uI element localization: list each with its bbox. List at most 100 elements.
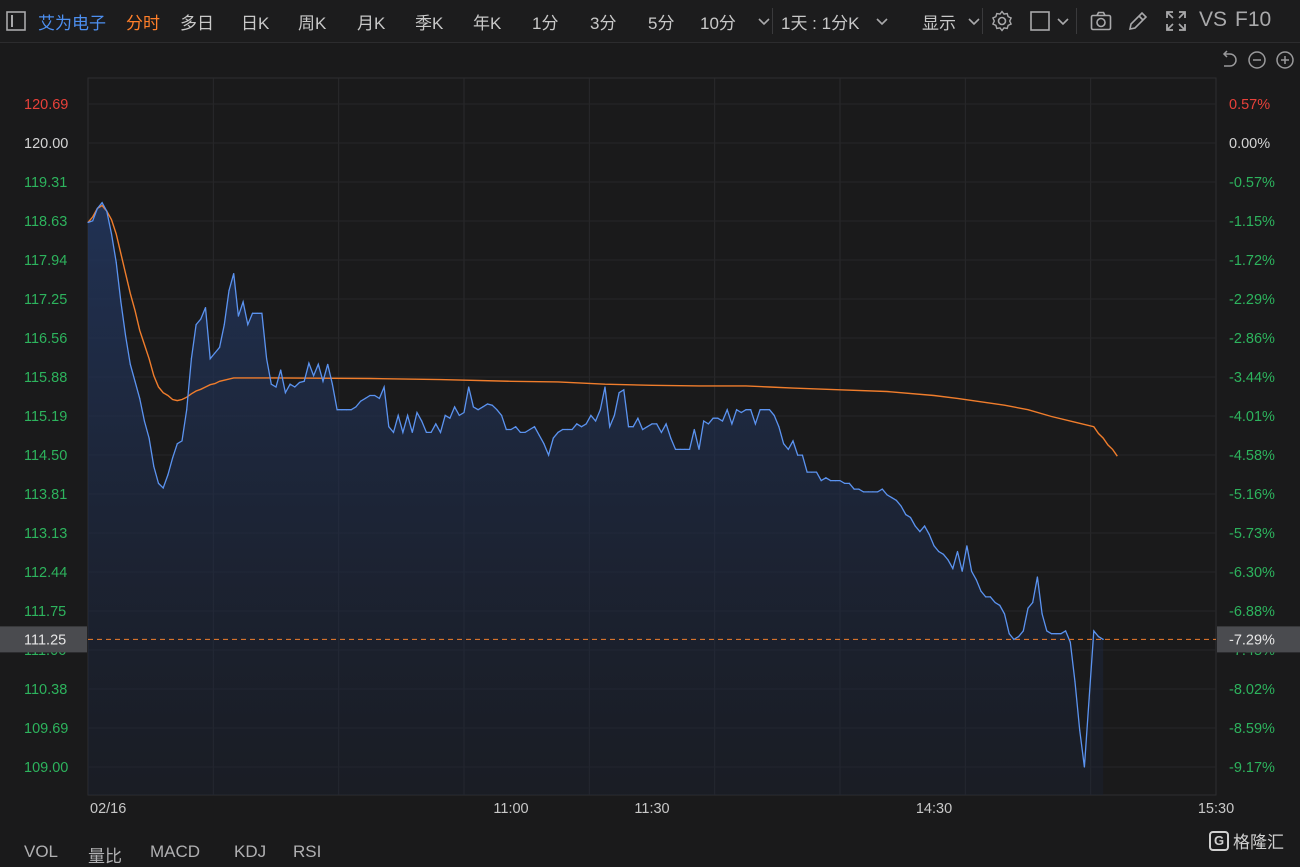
- price-point: [214, 352, 216, 354]
- price-point: [703, 420, 705, 422]
- price-point: [392, 431, 395, 433]
- tab-yearly-k[interactable]: 年K: [473, 14, 502, 33]
- pencil-icon[interactable]: [1126, 9, 1150, 33]
- current-price-marker: 111.25 -7.29%: [0, 626, 1300, 653]
- price-point: [157, 482, 160, 484]
- tab-volume-ratio[interactable]: 量比: [88, 847, 122, 866]
- camera-icon[interactable]: [1089, 9, 1113, 33]
- price-point: [576, 423, 578, 425]
- zoom-out-icon[interactable]: [1247, 50, 1267, 70]
- sidebar-toggle-icon[interactable]: [4, 9, 28, 33]
- y-tick-label-right: 0.00%: [1229, 136, 1270, 152]
- y-axis-left: 120.69 120.00 119.31 118.63 117.94 117.25 116.…: [24, 97, 68, 776]
- tab-3min[interactable]: 3分: [590, 14, 617, 33]
- tab-5min[interactable]: 5分: [648, 14, 675, 33]
- chevron-down-icon[interactable]: [752, 9, 770, 33]
- price-point: [345, 409, 348, 411]
- price-point: [872, 491, 874, 493]
- period-select[interactable]: 1天 : 1分K: [781, 14, 860, 33]
- price-point: [994, 601, 996, 604]
- tab-vol[interactable]: VOL: [24, 842, 59, 861]
- price-point: [768, 409, 771, 411]
- f10-button[interactable]: F10: [1235, 8, 1272, 31]
- divider: [982, 8, 983, 34]
- vs-button[interactable]: VS: [1199, 8, 1228, 31]
- price-point: [736, 409, 738, 411]
- price-point: [148, 437, 150, 439]
- stock-name[interactable]: 艾为电子: [38, 14, 106, 33]
- price-point: [665, 423, 667, 425]
- price-point: [505, 428, 507, 431]
- price-point: [463, 411, 465, 414]
- price-point: [1008, 633, 1010, 635]
- price-point: [1046, 630, 1048, 632]
- current-pct-tag: [1217, 626, 1300, 653]
- price-point: [519, 431, 522, 433]
- price-point: [533, 426, 536, 428]
- price-point: [853, 488, 855, 490]
- x-tick-label: 15:30: [1198, 801, 1234, 817]
- price-point: [364, 397, 366, 399]
- price-point: [877, 491, 879, 493]
- price-point: [989, 596, 992, 598]
- tab-kdj[interactable]: KDJ: [234, 842, 267, 861]
- price-point: [96, 207, 98, 209]
- price-point: [1069, 641, 1071, 643]
- price-point: [797, 454, 799, 456]
- chevron-down-icon[interactable]: [1051, 9, 1069, 33]
- tab-monthly-k[interactable]: 月K: [357, 14, 386, 33]
- price-point: [308, 362, 310, 364]
- y-tick-label-left: 120.69: [24, 97, 68, 113]
- tab-1min[interactable]: 1分: [532, 14, 559, 33]
- price-point: [966, 545, 968, 547]
- display-dropdown[interactable]: 显示: [922, 14, 956, 33]
- price-point: [298, 381, 301, 384]
- tab-macd[interactable]: MACD: [150, 842, 201, 861]
- price-point: [698, 448, 700, 450]
- tab-quarterly-k[interactable]: 季K: [415, 14, 444, 33]
- price-point: [92, 220, 94, 222]
- price-point: [830, 480, 832, 482]
- y-tick-label-left: 119.31: [24, 175, 67, 191]
- price-point: [707, 423, 710, 425]
- price-point: [787, 448, 789, 450]
- price-point: [595, 420, 597, 422]
- price-point: [726, 409, 728, 411]
- price-point: [1003, 613, 1006, 615]
- chevron-down-icon[interactable]: [962, 9, 980, 33]
- square-icon[interactable]: [1028, 9, 1052, 33]
- y-tick-label-left: 118.63: [24, 214, 67, 230]
- tab-rsi[interactable]: RSI: [293, 842, 322, 861]
- y-tick-label-left: 117.25: [24, 292, 67, 308]
- price-point: [717, 417, 719, 419]
- price-point: [1065, 630, 1067, 632]
- price-point: [515, 426, 517, 428]
- tab-fenshi[interactable]: 分时: [126, 14, 160, 33]
- price-point: [806, 471, 808, 473]
- price-point: [477, 409, 479, 411]
- price-point: [999, 604, 1001, 607]
- tab-daily-k[interactable]: 日K: [241, 14, 270, 33]
- price-point: [1060, 633, 1062, 635]
- price-point: [637, 417, 639, 419]
- chevron-down-icon[interactable]: [870, 9, 888, 33]
- fullscreen-icon[interactable]: [1164, 9, 1188, 33]
- price-point: [115, 261, 117, 263]
- reset-icon[interactable]: [1219, 50, 1239, 70]
- price-point: [548, 454, 550, 456]
- price-point: [975, 579, 977, 581]
- y-tick-label-right: -5.73%: [1229, 526, 1275, 542]
- price-point: [261, 312, 263, 314]
- zoom-in-icon[interactable]: [1275, 50, 1295, 70]
- tab-multiday[interactable]: 多日: [180, 14, 214, 33]
- price-point: [538, 434, 540, 436]
- price-point: [689, 448, 691, 450]
- tab-weekly-k[interactable]: 周K: [298, 14, 327, 33]
- intraday-chart[interactable]: 120.69 120.00 119.31 118.63 117.94 117.25 116.…: [0, 0, 1300, 830]
- price-point: [928, 533, 930, 536]
- y-tick-label-right: -9.17%: [1229, 760, 1275, 776]
- y-tick-label-left: 109.69: [24, 721, 68, 737]
- gear-icon[interactable]: [990, 9, 1014, 33]
- tab-10min[interactable]: 10分: [700, 14, 736, 33]
- y-tick-label-right: -3.44%: [1229, 370, 1275, 386]
